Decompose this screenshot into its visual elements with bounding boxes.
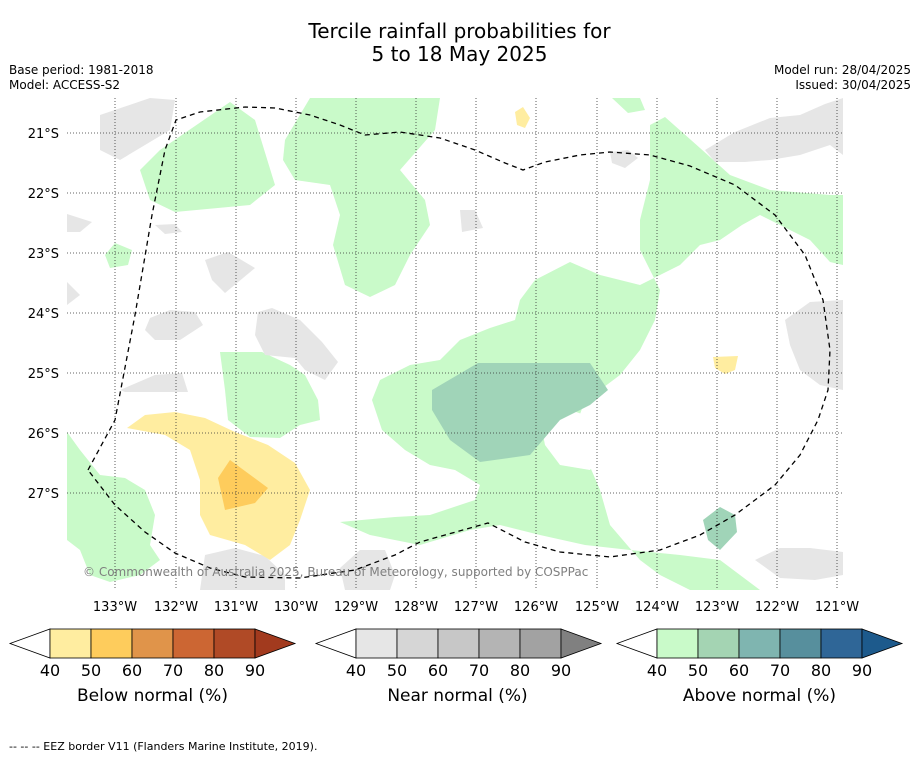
map-title: Tercile rainfall probabilities for 5 to … [0, 20, 919, 66]
colorbar-segment [519, 628, 562, 659]
colorbar-tick-label: 90 [551, 661, 571, 680]
lat-label: 26°S [28, 427, 59, 442]
below-normal-region-2 [515, 107, 530, 128]
near-normal-regions [67, 98, 843, 590]
lon-label: 133°W [93, 600, 137, 615]
colorbar-tick-label: 50 [81, 661, 101, 680]
gridlines [67, 98, 843, 590]
colorbar-segment [90, 628, 133, 659]
colorbar: 40 50 60 70 80 90 [615, 628, 904, 680]
lon-label: 130°W [274, 600, 318, 615]
colorbars: 40 50 60 70 80 90 40 50 60 70 80 90 40 50 60 70 80 90 [8, 628, 904, 680]
colorbar-segment [738, 628, 781, 659]
colorbar-low-extension [8, 628, 51, 659]
colorbar-tick-label: 80 [204, 661, 224, 680]
colorbar-tick-label: 70 [469, 661, 489, 680]
issued-date: Issued: 30/04/2025 [795, 78, 911, 92]
footer-note: -- -- -- EEZ border V11 (Flanders Marine… [9, 740, 318, 753]
colorbar-high-extension [861, 628, 904, 659]
model-name: Model: ACCESS-S2 [9, 78, 121, 92]
below-normal-region [127, 412, 310, 560]
colorbar-segment [131, 628, 174, 659]
latitude-labels: 21°S 22°S 23°S 24°S 25°S 26°S 27°S [28, 127, 59, 502]
colorbar-segment [213, 628, 256, 659]
colorbar-high-extension [560, 628, 603, 659]
lon-label: 132°W [154, 600, 198, 615]
colorbar-tick-label: 90 [245, 661, 265, 680]
above-normal-50-region-2 [703, 507, 737, 550]
lon-label: 125°W [575, 600, 619, 615]
colorbar-tick-label: 70 [770, 661, 790, 680]
lat-label: 23°S [28, 247, 59, 262]
colorbar-title-below: Below normal (%) [77, 686, 228, 706]
colorbar-title-near: Near normal (%) [387, 686, 528, 706]
colorbar-tick-label: 40 [40, 661, 60, 680]
colorbar-segment [779, 628, 822, 659]
copyright-notice: © Commonwealth of Australia 2025, Bureau… [83, 565, 589, 579]
colorbar-segment [437, 628, 480, 659]
colorbar-tick-label: 60 [729, 661, 749, 680]
colorbar-tick-label: 80 [811, 661, 831, 680]
meta-right: Model run: 28/04/2025 Issued: 30/04/2025 [774, 63, 911, 93]
below-normal-region-3 [713, 356, 738, 374]
colorbar-low-extension [615, 628, 658, 659]
colorbar-tick-label: 60 [428, 661, 448, 680]
lon-label: 126°W [514, 600, 558, 615]
lon-label: 123°W [695, 600, 739, 615]
colorbar-tick-label: 40 [647, 661, 667, 680]
colorbar-high-extension [254, 628, 297, 659]
meta-left: Base period: 1981-2018 Model: ACCESS-S2 [9, 63, 154, 93]
colorbar-tick-label: 60 [122, 661, 142, 680]
base-period: Base period: 1981-2018 [9, 63, 154, 77]
lon-label: 122°W [755, 600, 799, 615]
eez-border [87, 106, 831, 579]
colorbar-segment [820, 628, 863, 659]
title-line-1: Tercile rainfall probabilities for [308, 19, 611, 43]
colorbar-low-extension [314, 628, 357, 659]
lat-label: 27°S [28, 487, 59, 502]
colorbar: 40 50 60 70 80 90 [8, 628, 297, 680]
colorbar-tick-label: 40 [346, 661, 366, 680]
colorbar-tick-label: 80 [510, 661, 530, 680]
colorbar-title-above: Above normal (%) [682, 686, 837, 706]
map-plot [67, 98, 843, 590]
lat-label: 25°S [28, 367, 59, 382]
above-normal-regions [67, 98, 843, 590]
colorbar-segment [49, 628, 92, 659]
colorbar-segment [478, 628, 521, 659]
lon-label: 127°W [454, 600, 498, 615]
lon-label: 121°W [815, 600, 859, 615]
colorbar: 40 50 60 70 80 90 [314, 628, 603, 680]
model-run: Model run: 28/04/2025 [773, 63, 911, 77]
lon-label: 124°W [635, 600, 679, 615]
colorbar-segment [172, 628, 215, 659]
colorbar-segment [396, 628, 439, 659]
title-line-2: 5 to 18 May 2025 [371, 42, 548, 66]
lon-label: 128°W [394, 600, 438, 615]
lon-label: 129°W [334, 600, 378, 615]
colorbar-tick-label: 50 [387, 661, 407, 680]
lat-label: 24°S [28, 307, 59, 322]
below-normal-50-region [218, 460, 268, 510]
colorbar-tick-label: 70 [163, 661, 183, 680]
longitude-labels: 133°W 132°W 131°W 130°W 129°W 128°W 127°… [93, 600, 859, 615]
colorbar-segment [355, 628, 398, 659]
colorbar-segment [656, 628, 699, 659]
colorbar-tick-label: 50 [688, 661, 708, 680]
colorbar-segment [697, 628, 740, 659]
colorbar-tick-label: 90 [852, 661, 872, 680]
lon-label: 131°W [214, 600, 258, 615]
lat-label: 22°S [28, 187, 59, 202]
lat-label: 21°S [28, 127, 59, 142]
